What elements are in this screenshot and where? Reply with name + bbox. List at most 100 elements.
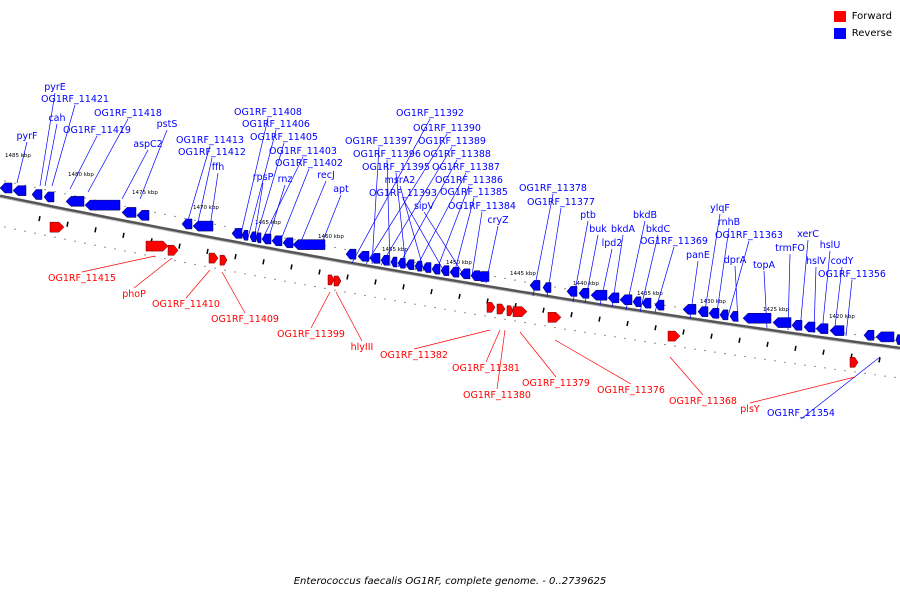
scale-dot — [124, 205, 126, 207]
scale-dot — [834, 368, 836, 370]
reverse-label-leader — [209, 172, 219, 228]
scale-dot — [84, 242, 86, 244]
reverse-gene-label: OG1RF_11390 — [413, 123, 481, 134]
reverse-label-leader — [787, 253, 791, 331]
reverse-gene-label: OG1RF_11392 — [396, 108, 464, 119]
reverse-label-leader — [397, 159, 458, 268]
reverse-label-leader — [799, 239, 809, 331]
scale-dot — [134, 252, 136, 254]
scale-tick — [822, 349, 825, 355]
reverse-gene-label: OG1RF_11413 — [176, 135, 244, 146]
reverse-gene-label: hslV — [806, 256, 827, 267]
scale-dot — [104, 246, 106, 248]
reverse-label-leader — [39, 92, 56, 187]
reverse-label-leader — [611, 234, 624, 308]
scale-tick — [542, 307, 545, 313]
scale-dot — [544, 325, 546, 327]
reverse-label-leader — [247, 129, 277, 239]
scale-dot — [654, 342, 656, 344]
scale-dot — [284, 280, 286, 282]
reverse-label-leader — [599, 248, 613, 306]
reverse-gene-arrow — [43, 191, 55, 203]
reverse-gene-arrow — [619, 294, 633, 305]
reverse-label-leader — [87, 118, 129, 193]
reverse-gene-label: OG1RF_11388 — [423, 149, 491, 160]
legend-forward-label: Forward — [851, 11, 892, 22]
reverse-label-leader — [546, 207, 562, 298]
scale-tick — [598, 316, 601, 322]
reverse-label-leader — [763, 270, 768, 329]
forward-gene-arrow — [208, 252, 219, 264]
reverse-label-leader — [299, 180, 327, 245]
scale-dot — [854, 334, 856, 336]
scale-tick — [38, 215, 41, 222]
scale-tick — [178, 243, 181, 249]
reverse-label-leader — [734, 265, 739, 323]
reverse-label-leader — [386, 159, 391, 267]
reverse-gene-label: sipV — [414, 201, 435, 212]
scale-dot — [634, 339, 636, 341]
scale-tick — [654, 325, 657, 331]
scale-tick — [290, 264, 293, 270]
reverse-label-leader — [845, 279, 853, 337]
scale-dot — [364, 294, 366, 297]
reverse-gene-arrow — [742, 312, 772, 324]
scale-dot — [894, 339, 896, 341]
scale-dot — [344, 291, 346, 293]
scale-dot — [454, 310, 456, 312]
scale-tick — [766, 341, 769, 347]
forward-gene-label: OG1RF_11379 — [522, 378, 590, 389]
reverse-label-leader — [16, 141, 28, 184]
scale-dot — [444, 308, 446, 310]
reverse-gene-arrow — [231, 228, 243, 239]
forward-gene-arrow — [506, 305, 514, 316]
scale-dot — [674, 345, 676, 347]
reverse-gene-arrow — [414, 260, 423, 272]
reverse-gene-label: bkdB — [633, 210, 657, 221]
forward-gene-arrow — [849, 357, 859, 368]
forward-gene-label: OG1RF_11410 — [152, 299, 220, 310]
scale-dot — [394, 300, 396, 302]
scale-dot — [324, 287, 326, 289]
reverse-label-leader — [453, 197, 475, 275]
forward-gene-label: OG1RF_11380 — [463, 390, 531, 401]
scale-dot — [94, 244, 96, 246]
reverse-gene-label: OG1RF_11378 — [519, 183, 587, 194]
scale-tick — [94, 227, 97, 233]
scale-dot — [344, 248, 346, 250]
reverse-gene-arrow — [390, 256, 398, 268]
genome-caption: Enterococcus faecalis OG1RF, complete ge… — [293, 576, 607, 587]
reverse-gene-arrow — [803, 321, 816, 333]
reverse-label-leader — [69, 135, 98, 190]
forward-label-leader — [485, 329, 501, 363]
scale-dot — [684, 347, 686, 349]
reverse-label-leader — [351, 118, 431, 264]
reverse-label-leader — [715, 227, 730, 320]
scale-dot — [4, 226, 6, 228]
reverse-gene-label: OG1RF_11395 — [362, 162, 430, 173]
scale-dot — [34, 232, 36, 234]
forward-gene-arrow — [327, 274, 335, 286]
reverse-gene-arrow — [829, 325, 845, 336]
reverse-label-leader — [402, 198, 446, 274]
reverse-gene-label: panE — [686, 250, 710, 261]
scale-dot — [664, 344, 666, 346]
reverse-label-leader — [584, 234, 599, 304]
scale-tick — [458, 293, 461, 299]
legend-forward-swatch — [833, 11, 846, 22]
scale-dot — [734, 354, 736, 356]
scale-dot — [384, 298, 386, 300]
scale-dot — [334, 289, 336, 291]
scale-dot — [614, 336, 616, 338]
reverse-gene-label: cryZ — [487, 215, 509, 226]
reverse-gene-label: rnz — [278, 174, 293, 185]
reverse-gene-label: OG1RF_11406 — [242, 119, 310, 130]
scale-dot — [314, 286, 316, 288]
scale-dot — [54, 236, 56, 238]
scale-dot — [844, 332, 846, 334]
scale-dot — [704, 350, 706, 352]
scale-tick-label: 1445 kbp — [510, 271, 536, 277]
scale-dot — [164, 213, 166, 215]
reverse-gene-arrow — [292, 239, 326, 250]
